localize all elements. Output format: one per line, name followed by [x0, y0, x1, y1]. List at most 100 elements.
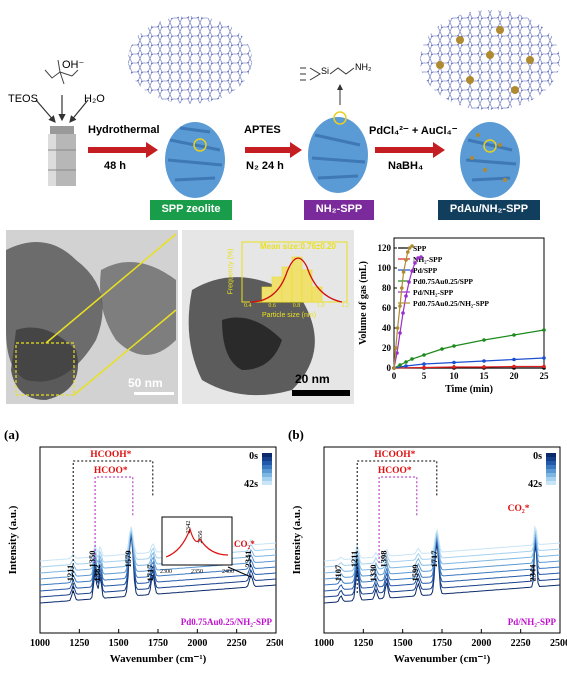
peak-label: 1330 — [368, 565, 378, 582]
size-histogram-inset: Mean size:0.76±0.20 Frequency (%) Partic… — [222, 232, 352, 322]
legend-start: 0s — [533, 451, 542, 462]
data-point — [419, 255, 423, 259]
panel-label: (a) — [4, 427, 19, 442]
haadf-scale-label: 20 nm — [295, 372, 330, 386]
x-tick-label: 2250 — [511, 638, 531, 649]
inset-xtick: 2350 — [191, 569, 203, 575]
x-tick-label: 15 — [480, 371, 490, 381]
panel-label: (b) — [288, 427, 304, 442]
data-point — [422, 362, 426, 366]
data-point — [416, 256, 420, 260]
y-tick-label: 60 — [382, 303, 392, 313]
spectrum-curve — [39, 533, 277, 598]
spectrum-b-svg: (b) 1000 1250 1500 1750 2000 2250 2500 Wavenumbe… — [288, 427, 567, 665]
legend-gradient-cell — [262, 477, 272, 481]
legend-gradient-cell — [546, 457, 556, 461]
y-axis-label: Volume of gas (mL) — [358, 261, 369, 345]
x-tick-label: 1250 — [69, 638, 89, 649]
data-point — [512, 333, 516, 337]
x-tick-label: 1250 — [353, 638, 373, 649]
spectrum-curve — [323, 537, 561, 586]
peak-label: 1398 — [379, 551, 389, 568]
data-point — [395, 326, 400, 330]
data-point — [542, 364, 546, 369]
haadf-image: 20 nm — [182, 230, 354, 404]
tem-texture — [6, 230, 178, 404]
legend-end: 42s — [244, 479, 258, 490]
y-tick-label: 80 — [382, 283, 392, 293]
legend-gradient-cell — [262, 469, 272, 473]
peak-label: 1599 — [410, 565, 420, 582]
x-tick-label: 20 — [510, 371, 520, 381]
data-point — [410, 357, 414, 361]
x-tick-label: 1750 — [432, 638, 452, 649]
spectrum-curve — [323, 529, 561, 568]
series-line — [393, 256, 422, 369]
inset-peak: 2342 — [185, 521, 192, 534]
hist-xtick: 0.8 — [292, 303, 301, 309]
data-point — [410, 244, 414, 248]
peak-label: 1211 — [65, 565, 75, 582]
legend-gradient-cell — [262, 465, 272, 469]
y-axis-label: Intensity (a.u.) — [7, 505, 19, 574]
data-point — [512, 364, 516, 369]
step1-top-label: Hydrothermal — [88, 124, 160, 136]
series-line — [393, 245, 413, 369]
synthesis-scheme: OH⁻ TEOS H₂O Hydrothermal 48 h APTES N₂ … — [0, 0, 567, 228]
step3-top-label: PdCl₄²⁻ + AuCl₄⁻ — [369, 125, 458, 137]
data-point — [404, 294, 408, 298]
data-point — [482, 365, 486, 369]
step1-bottom-label: 48 h — [104, 160, 127, 172]
histogram-ylabel: Frequency (%) — [227, 248, 235, 295]
legend-entry: SPP — [413, 244, 427, 253]
x-axis-label: Time (min) — [445, 384, 493, 395]
spectrum-curve — [39, 528, 277, 574]
legend-gradient-cell — [546, 469, 556, 473]
peak-label: 1717 — [429, 550, 439, 568]
data-point — [512, 357, 516, 362]
data-point — [410, 269, 414, 273]
x-tick-label: 1750 — [148, 638, 168, 649]
x-tick-label: 10 — [450, 371, 460, 381]
y-tick-label: 100 — [378, 263, 392, 273]
gas-chart-svg: 0 5 10 15 20 25 0 20 40 60 80 100 120 Time (min) Volum… — [358, 237, 549, 395]
legend-entry: Pd/SPP — [413, 266, 438, 275]
legend-gradient-cell — [546, 473, 556, 477]
inset-co2-label: CO₂* — [234, 539, 255, 549]
step3-bottom-label: NaBH₄ — [388, 160, 424, 172]
y-tick-label: 0 — [387, 363, 392, 373]
legend-entry: Pd0.75Au0.25/NH₂-SPP — [413, 299, 489, 308]
box-spp-zeolite: SPP zeolite — [150, 200, 232, 220]
legend-start: 0s — [249, 451, 258, 462]
y-axis-label: Intensity (a.u.) — [291, 505, 303, 574]
data-point — [452, 365, 456, 369]
co2-label: CO₂* — [508, 504, 530, 514]
data-point — [404, 258, 408, 262]
aptes-si: Si — [321, 66, 330, 76]
x-tick-label: 1500 — [393, 638, 413, 649]
peak-label: 1382 — [92, 565, 102, 582]
hist-xtick: 0.6 — [268, 303, 276, 309]
data-point — [422, 353, 426, 357]
data-point — [482, 359, 486, 363]
histogram-svg — [241, 241, 348, 303]
data-point — [542, 328, 546, 332]
x-tick-label: 2000 — [471, 638, 491, 649]
spectrum-curve — [39, 529, 277, 580]
series-line — [393, 365, 544, 369]
x-tick-label: 2500 — [266, 638, 283, 649]
legend-gradient-cell — [546, 453, 556, 457]
hist-xtick: 0.4 — [244, 303, 252, 309]
x-axis-label: Wavenumber (cm⁻¹) — [110, 653, 207, 665]
spectrum-curve — [323, 525, 561, 562]
gas-evolution-chart: 0 5 10 15 20 25 0 20 40 60 80 100 120 Time (min) Volum… — [356, 230, 561, 405]
peak-label: 1350 — [87, 551, 97, 568]
legend-gradient-cell — [546, 465, 556, 469]
x-tick-label: 1000 — [314, 638, 334, 649]
legend-end: 42s — [528, 479, 542, 490]
inset-peak: 2356 — [197, 530, 204, 544]
legend-gradient-cell — [262, 453, 272, 457]
spectrum-curve — [39, 531, 277, 586]
inset-pointer — [227, 566, 252, 578]
spectrum-curve — [39, 534, 277, 604]
